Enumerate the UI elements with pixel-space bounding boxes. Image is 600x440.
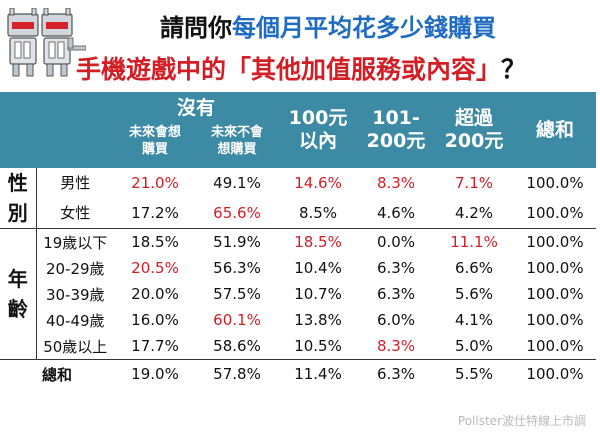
value-cell: 11.1% xyxy=(434,228,515,255)
header-under-100-line1: 100元 xyxy=(288,107,348,129)
value-cell: 100.0% xyxy=(526,285,584,303)
row-label: 30-39歲 xyxy=(45,285,105,304)
value-cell: 100.0% xyxy=(526,259,584,277)
value-cell: 100.0% xyxy=(526,173,584,192)
title-line-2: 手機遊戲中的「其他加值服務或內容」？ xyxy=(76,50,526,86)
row-label: 女性 xyxy=(60,204,91,223)
header-101-200-line1: 101- xyxy=(372,107,420,129)
header-none-future-will-line1: 未來會想 xyxy=(128,125,181,140)
value-cell: 5.6% xyxy=(454,285,494,303)
value-cell: 100.0% xyxy=(514,228,597,255)
value-cell: 6.3% xyxy=(376,285,416,303)
group-label-char: 性 xyxy=(7,171,28,195)
value-cell: 17.7% xyxy=(131,337,179,355)
value-cell: 20.0% xyxy=(131,285,179,303)
value-cell: 8.3% xyxy=(376,173,416,192)
header-none-future-wont-line2: 想購買 xyxy=(217,142,257,157)
header-under-100-line2: 以內 xyxy=(299,130,338,152)
header-none-future-will: 未來會想 購買 xyxy=(114,124,196,168)
value-cell: 6.3% xyxy=(376,259,416,277)
table-body: 性別 男性 21.0% 49.1% 14.6% 8.3% 7.1% 100.0% 女性 17.2%… xyxy=(0,168,597,388)
value-cell: 10.5% xyxy=(294,337,342,355)
value-cell: 18.5% xyxy=(114,228,196,255)
row-label: 19歲以下 xyxy=(36,228,114,255)
table-row: 40-49歲 16.0% 60.1% 13.8% 6.0% 4.1% 100.0% xyxy=(0,307,596,333)
title-area: 請問你每個月平均花多少錢購買 手機遊戲中的「其他加值服務或內容」？ xyxy=(0,0,600,90)
header-total: 總和 xyxy=(514,92,597,168)
value-cell: 21.0% xyxy=(131,173,179,192)
header-over-200-line2: 200元 xyxy=(444,130,504,152)
value-cell: 6.0% xyxy=(376,311,416,329)
value-cell: 8.3% xyxy=(376,337,416,355)
table-row: 20-29歲 20.5% 56.3% 10.4% 6.3% 6.6% 100.0% xyxy=(0,255,596,281)
row-label: 20-29歲 xyxy=(45,259,105,278)
value-cell: 6.6% xyxy=(454,259,494,277)
value-cell: 14.6% xyxy=(294,173,342,192)
value-cell: 8.5% xyxy=(298,203,338,222)
group-label-char: 年 xyxy=(7,267,28,291)
table-row: 50歲以上 17.7% 58.6% 10.5% 8.3% 5.0% 100.0% xyxy=(0,333,596,360)
value-cell: 7.1% xyxy=(454,173,494,192)
total-value-cell: 6.3% xyxy=(358,359,435,388)
value-cell: 18.5% xyxy=(278,228,359,255)
total-value-cell: 11.4% xyxy=(278,359,359,388)
value-cell: 65.6% xyxy=(213,203,261,222)
group-label-char: 別 xyxy=(7,201,28,225)
total-value-cell: 57.8% xyxy=(196,359,279,388)
table-row: 年齡 19歲以下 18.5% 51.9% 18.5% 0.0% 11.1% 100.0% xyxy=(0,228,597,360)
value-cell: 4.2% xyxy=(454,203,494,222)
value-cell: 51.9% xyxy=(196,228,279,255)
value-cell: 17.2% xyxy=(131,203,179,222)
value-cell: 49.1% xyxy=(213,173,261,192)
value-cell: 10.4% xyxy=(294,259,342,277)
value-cell: 5.0% xyxy=(454,337,494,355)
source-credit: Pollster波仕特線上市調 xyxy=(457,414,586,428)
value-cell: 57.5% xyxy=(213,285,261,303)
header-over-200: 超過 200元 xyxy=(434,92,515,168)
value-cell: 100.0% xyxy=(526,203,584,222)
row-label: 男性 xyxy=(60,174,91,193)
value-cell: 58.6% xyxy=(213,337,261,355)
header-over-200-line1: 超過 xyxy=(455,107,494,129)
row-label: 40-49歲 xyxy=(45,311,105,330)
table-row: 女性 17.2% 65.6% 8.5% 4.6% 4.2% 100.0% xyxy=(0,198,596,229)
value-cell: 100.0% xyxy=(526,337,584,355)
group-label: 性別 xyxy=(0,168,37,229)
total-label: 總和 xyxy=(0,359,114,388)
title-highlight: 每個月平均花多少錢購買 xyxy=(232,14,496,42)
header-none-group: 沒有 xyxy=(114,92,279,124)
header-101-200-line2: 200元 xyxy=(366,130,426,152)
total-value-cell: 5.5% xyxy=(434,359,515,388)
title-question-mark: ？ xyxy=(501,55,527,84)
total-value-cell: 100.0% xyxy=(514,359,597,388)
value-cell: 100.0% xyxy=(526,311,584,329)
value-cell: 60.1% xyxy=(213,311,261,329)
header-under-100: 100元 以內 xyxy=(278,92,359,168)
value-cell: 16.0% xyxy=(131,311,179,329)
value-cell: 4.6% xyxy=(376,203,416,222)
title-line-1: 請問你每個月平均花多少錢購買 xyxy=(160,8,496,43)
header-corner xyxy=(0,92,114,168)
value-cell: 4.1% xyxy=(454,311,494,329)
title-prefix: 請問你 xyxy=(160,14,232,42)
header-none-future-wont-line1: 未來不會 xyxy=(211,125,264,140)
header-none-future-will-line2: 購買 xyxy=(141,142,168,157)
row-label: 50歲以上 xyxy=(43,337,108,356)
robot-mascots-icon xyxy=(7,8,86,77)
group-label: 年齡 xyxy=(0,228,37,360)
total-value-cell: 19.0% xyxy=(114,359,196,388)
value-cell: 13.8% xyxy=(294,311,342,329)
value-cell: 56.3% xyxy=(213,259,261,277)
table-row: 性別 男性 21.0% 49.1% 14.6% 8.3% 7.1% 100.0% xyxy=(0,168,596,229)
table-row: 30-39歲 20.0% 57.5% 10.7% 6.3% 5.6% 100.0% xyxy=(0,281,596,307)
header-101-200: 101- 200元 xyxy=(358,92,435,168)
header-none-future-wont: 未來不會 想購買 xyxy=(196,124,279,168)
spending-table: 沒有 100元 以內 101- 200元 超過 200元 總和 未來會想 購買 … xyxy=(0,92,597,388)
total-row: 總和 19.0% 57.8% 11.4% 6.3% 5.5% 100.0% xyxy=(0,359,597,388)
title-main: 手機遊戲中的「其他加值服務或內容」 xyxy=(76,55,502,84)
value-cell: 20.5% xyxy=(131,259,179,277)
group-label-char: 齡 xyxy=(7,297,28,321)
value-cell: 10.7% xyxy=(294,285,342,303)
value-cell: 0.0% xyxy=(358,228,435,255)
